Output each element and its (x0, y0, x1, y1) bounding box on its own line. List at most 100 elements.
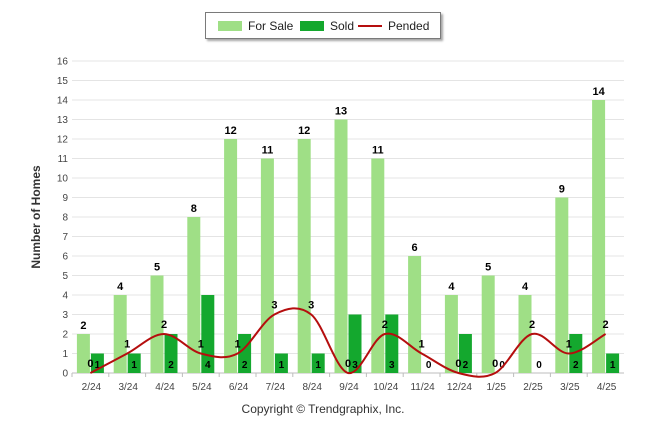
bar-for-sale (334, 119, 348, 373)
data-label-for-sale: 4 (448, 281, 455, 293)
data-label-sold: 1 (610, 360, 616, 371)
data-label-sold: 2 (573, 360, 579, 371)
bar-for-sale (150, 275, 164, 373)
data-label-for-sale: 9 (559, 184, 565, 196)
y-axis-title: Number of Homes (29, 165, 43, 269)
bar-sold (274, 353, 288, 373)
y-tick-label: 9 (62, 193, 68, 204)
data-label-for-sale: 11 (372, 145, 384, 157)
bar-for-sale (260, 158, 274, 373)
data-label-pended: 0 (345, 358, 351, 370)
y-tick-label: 0 (62, 369, 68, 380)
data-label-for-sale: 2 (80, 320, 86, 332)
legend-label-sold: Sold (330, 18, 355, 33)
bar-sold (458, 334, 472, 373)
bar-for-sale (76, 334, 90, 373)
legend-label-pended: Pended (388, 18, 430, 33)
x-tick-label: 3/24 (118, 382, 138, 393)
bar-for-sale (113, 295, 127, 373)
data-label-for-sale: 5 (485, 262, 491, 274)
x-tick-label: 6/24 (229, 382, 249, 393)
data-label-sold: 1 (131, 360, 137, 371)
data-label-for-sale: 12 (224, 125, 236, 137)
data-label-for-sale: 12 (298, 125, 310, 137)
bar-for-sale (187, 217, 201, 373)
data-label-for-sale: 6 (412, 242, 418, 254)
bar-sold (348, 314, 362, 373)
x-tick-label: 1/25 (486, 382, 506, 393)
y-tick-label: 14 (57, 96, 69, 107)
legend-label-for-sale: For Sale (248, 18, 294, 33)
x-tick-label: 10/24 (373, 382, 398, 393)
data-label-sold: 0 (426, 360, 432, 371)
data-label-pended: 2 (382, 319, 388, 331)
x-tick-label: 4/25 (597, 382, 617, 393)
y-tick-label: 7 (62, 232, 68, 243)
y-tick-label: 4 (62, 291, 68, 302)
y-tick-label: 3 (62, 310, 68, 321)
data-label-sold: 2 (463, 360, 469, 371)
data-label-pended: 1 (235, 339, 241, 351)
y-tick-label: 12 (57, 135, 69, 146)
x-tick-label: 2/24 (82, 382, 102, 393)
bar-sold (311, 353, 325, 373)
y-tick-label: 16 (57, 57, 69, 68)
data-label-pended: 2 (603, 319, 609, 331)
data-label-sold: 0 (536, 360, 542, 371)
data-label-for-sale: 4 (117, 281, 124, 293)
bar-for-sale (297, 139, 311, 373)
x-tick-label: 2/25 (523, 382, 543, 393)
data-label-sold: 3 (352, 360, 358, 371)
data-label-sold: 1 (95, 360, 101, 371)
legend-item-for-sale: For Sale (218, 13, 293, 38)
bar-for-sale (444, 295, 458, 373)
x-tick-label: 12/24 (447, 382, 472, 393)
bar-for-sale (224, 139, 238, 373)
data-label-pended: 2 (161, 319, 167, 331)
y-tick-label: 5 (62, 271, 68, 282)
legend: For Sale Sold Pended (205, 12, 441, 39)
data-label-sold: 4 (205, 360, 211, 371)
y-tick-label: 11 (58, 154, 69, 165)
x-tick-label: 9/24 (339, 382, 359, 393)
x-tick-label: 5/24 (192, 382, 212, 393)
x-tick-label: 11/24 (410, 382, 435, 393)
data-label-sold: 2 (168, 360, 174, 371)
series-line-pended (89, 307, 607, 378)
data-label-pended: 1 (566, 339, 572, 351)
data-label-pended: 1 (419, 339, 425, 351)
bar-for-sale (555, 197, 569, 373)
data-label-pended: 2 (529, 319, 535, 331)
data-label-for-sale: 4 (522, 281, 529, 293)
y-tick-label: 6 (62, 252, 68, 263)
data-label-sold: 2 (242, 360, 248, 371)
y-tick-label: 13 (57, 115, 69, 126)
y-tick-label: 8 (62, 213, 68, 224)
y-tick-label: 15 (57, 76, 69, 87)
data-label-pended: 1 (198, 339, 204, 351)
bar-sold (606, 353, 620, 373)
x-tick-label: 7/24 (266, 382, 286, 393)
legend-item-sold: Sold (300, 13, 354, 38)
y-tick-label: 2 (62, 330, 68, 341)
data-label-pended: 3 (308, 300, 314, 312)
x-tick-label: 4/24 (155, 382, 175, 393)
data-label-pended: 0 (492, 358, 498, 370)
data-label-for-sale: 8 (191, 203, 197, 215)
copyright-text: Copyright © Trendgraphix, Inc. (241, 402, 405, 416)
data-label-for-sale: 13 (335, 106, 347, 118)
bar-sold (385, 314, 399, 373)
bar-for-sale (481, 275, 495, 373)
bar-for-sale (592, 100, 606, 373)
data-label-for-sale: 11 (262, 145, 274, 157)
y-tick-label: 1 (62, 349, 68, 360)
bar-sold (569, 334, 583, 373)
data-label-pended: 3 (271, 300, 277, 312)
data-label-pended: 0 (455, 358, 461, 370)
data-label-pended: 0 (87, 358, 93, 370)
legend-swatch-sold (300, 20, 324, 31)
data-label-sold: 3 (389, 360, 395, 371)
legend-swatch-pended (358, 24, 382, 27)
